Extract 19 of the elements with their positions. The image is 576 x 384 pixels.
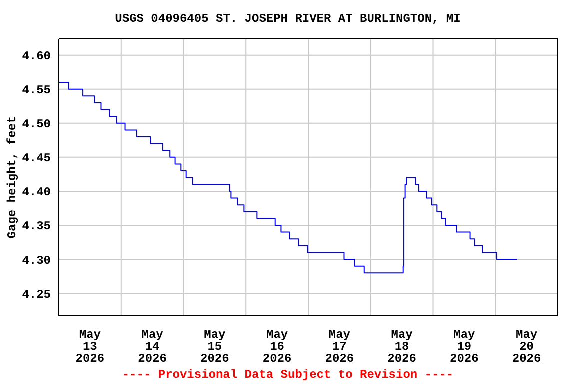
y-tick-label: 4.30 <box>22 254 51 268</box>
y-tick-label: 4.35 <box>22 220 51 234</box>
x-tick-label: May 20 2026 <box>512 328 542 366</box>
y-tick-label: 4.55 <box>22 84 51 98</box>
x-tick-label: May 15 2026 <box>200 328 230 366</box>
y-tick-label: 4.40 <box>22 186 51 200</box>
x-tick-label: May 17 2026 <box>325 328 354 366</box>
y-tick-label: 4.60 <box>22 50 51 64</box>
text: ---- Provisional Data Subject to Revision ---- <box>121 368 455 382</box>
x-tick-label: May 18 2026 <box>388 328 416 366</box>
y-tick-label: 4.45 <box>22 152 51 166</box>
chart-title: USGS 04096405 ST. JOSEPH RIVER AT BURLINGTON, MI <box>114 12 462 26</box>
x-tick-label: May 19 2026 <box>450 328 479 366</box>
x-tick-label: May 14 2026 <box>138 328 167 366</box>
y-axis-title: Gage height, feet <box>5 116 20 239</box>
y-tick-label: 4.50 <box>22 118 51 132</box>
x-tick-label: May 16 2026 <box>262 328 292 366</box>
y-tick-label: 4.25 <box>22 288 51 302</box>
x-tick-label: May 13 2026 <box>76 328 105 366</box>
